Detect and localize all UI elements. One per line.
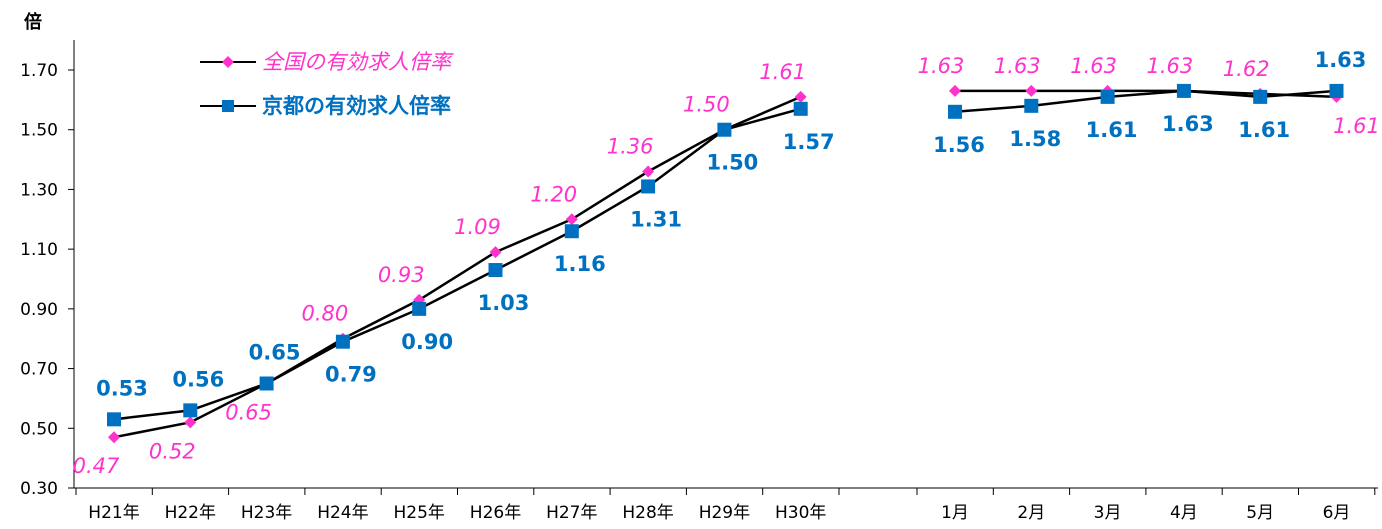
kyoto-data-label: 1.16: [554, 252, 606, 276]
y-tick-label: 0.90: [20, 300, 58, 320]
kyoto-data-label: 1.61: [1238, 118, 1290, 142]
kyoto-marker: [564, 224, 579, 239]
kyoto-marker: [1100, 89, 1115, 104]
x-tick-label: H23年: [241, 503, 292, 523]
national-data-label: 1.09: [454, 215, 501, 239]
kyoto-marker: [1024, 98, 1039, 113]
y-tick-label: 1.30: [20, 180, 58, 200]
kyoto-data-label: 1.56: [933, 133, 985, 157]
national-data-label: 1.50: [683, 93, 730, 117]
kyoto-marker: [183, 403, 198, 418]
kyoto-marker: [793, 101, 808, 116]
kyoto-data-label: 0.53: [96, 376, 148, 400]
national-data-label: 1.61: [1333, 114, 1380, 138]
kyoto-marker: [1176, 83, 1191, 98]
kyoto-data-label: 1.57: [783, 130, 835, 154]
kyoto-series-line: [954, 89, 1337, 114]
x-tick-labels: H21年 H22年 H23年 H24年 H25年 H26年 H27年 H28年 H29年 H30年…: [88, 503, 1350, 523]
x-tick-label: H26年: [470, 503, 521, 523]
national-marker: [1025, 84, 1038, 97]
y-tick-labels: 0.30 0.50 0.70 0.90 1.10 1.30 1.50 1.70: [20, 61, 58, 499]
x-tick-label: 4月: [1170, 503, 1198, 523]
kyoto-data-label: 0.79: [325, 363, 377, 387]
y-tick-label: 1.50: [20, 121, 58, 141]
y-tick-label: 0.30: [20, 479, 58, 499]
y-tick-label: 0.70: [20, 360, 58, 380]
kyoto-data-label: 1.61: [1086, 118, 1138, 142]
national-marker: [565, 213, 578, 226]
kyoto-marker: [412, 301, 427, 316]
x-tick-label: H24年: [317, 503, 368, 523]
kyoto-data-label: 1.31: [630, 207, 682, 231]
kyoto-data-label: 1.03: [478, 291, 530, 315]
x-tick-label: H30年: [775, 503, 826, 523]
x-tick-label: 2月: [1017, 503, 1045, 523]
national-data-label: 0.93: [378, 263, 425, 287]
x-tick-label: H25年: [393, 503, 444, 523]
kyoto-data-label: 1.50: [706, 151, 758, 175]
series-markers: [107, 83, 1344, 444]
national-data-label: 0.47: [73, 454, 120, 478]
national-data-label: 1.63: [1147, 54, 1194, 78]
kyoto-data-label: 1.58: [1009, 127, 1061, 151]
kyoto-data-label: 0.65: [249, 341, 301, 365]
x-tick-label: H27年: [546, 503, 597, 523]
national-marker: [489, 246, 502, 259]
national-marker: [949, 84, 961, 97]
national-data-label: 0.65: [225, 401, 272, 425]
series-lines: [113, 89, 1337, 439]
national-data-label: 1.63: [1070, 54, 1117, 78]
x-tick-label: 5月: [1246, 503, 1274, 523]
x-tick-label: H29年: [699, 503, 750, 523]
legend-national-label: 全国の有効求人倍率: [262, 50, 454, 74]
x-tick-label: 6月: [1323, 503, 1351, 523]
kyoto-marker: [641, 179, 656, 194]
y-tick-label: 1.70: [20, 61, 58, 81]
kyoto-marker: [107, 412, 121, 427]
national-marker: [642, 165, 655, 178]
kyoto-marker: [1253, 89, 1268, 104]
national-data-label: 1.36: [607, 135, 654, 159]
kyoto-marker: [488, 263, 503, 278]
kyoto-data-label: 1.63: [1162, 112, 1214, 136]
kyoto-data-label: 0.90: [401, 330, 453, 354]
national-data-label: 0.80: [302, 302, 349, 326]
y-tick-label: 1.10: [20, 240, 58, 260]
national-series-line: [113, 95, 802, 439]
kyoto-data-label: 0.56: [172, 367, 224, 391]
national-marker: [108, 431, 120, 444]
national-series-line: [955, 89, 1337, 99]
x-tick-label: H22年: [165, 503, 216, 523]
legend-kyoto-square-icon: [222, 100, 234, 112]
national-data-label: 1.62: [1223, 57, 1270, 81]
kyoto-series-line: [113, 107, 802, 421]
legend-national-diamond-icon: [222, 56, 234, 68]
x-tick-label: 3月: [1094, 503, 1122, 523]
kyoto-marker: [335, 334, 350, 349]
national-data-label: 1.61: [759, 60, 806, 84]
data-labels: 0.470.520.650.800.931.091.201.361.501.61…: [73, 48, 1380, 478]
kyoto-data-label: 1.63: [1315, 48, 1367, 72]
kyoto-marker: [1329, 83, 1344, 98]
x-tick-label: H21年: [88, 503, 139, 523]
x-tick-label: 1月: [941, 503, 969, 523]
national-marker: [184, 416, 197, 429]
legend-kyoto-label: 京都の有効求人倍率: [262, 94, 451, 118]
national-data-label: 1.20: [530, 182, 577, 206]
national-data-label: 1.63: [918, 54, 965, 78]
legend: 全国の有効求人倍率 京都の有効求人倍率: [200, 50, 454, 118]
y-axis-unit: 倍: [24, 11, 42, 33]
national-marker: [794, 90, 807, 103]
axes: [68, 40, 1378, 495]
national-data-label: 0.52: [149, 439, 196, 463]
y-tick-label: 0.50: [20, 419, 58, 439]
kyoto-marker: [259, 376, 274, 391]
national-data-label: 1.63: [994, 54, 1041, 78]
x-tick-label: H28年: [622, 503, 673, 523]
kyoto-marker: [948, 104, 962, 119]
kyoto-marker: [717, 122, 732, 137]
